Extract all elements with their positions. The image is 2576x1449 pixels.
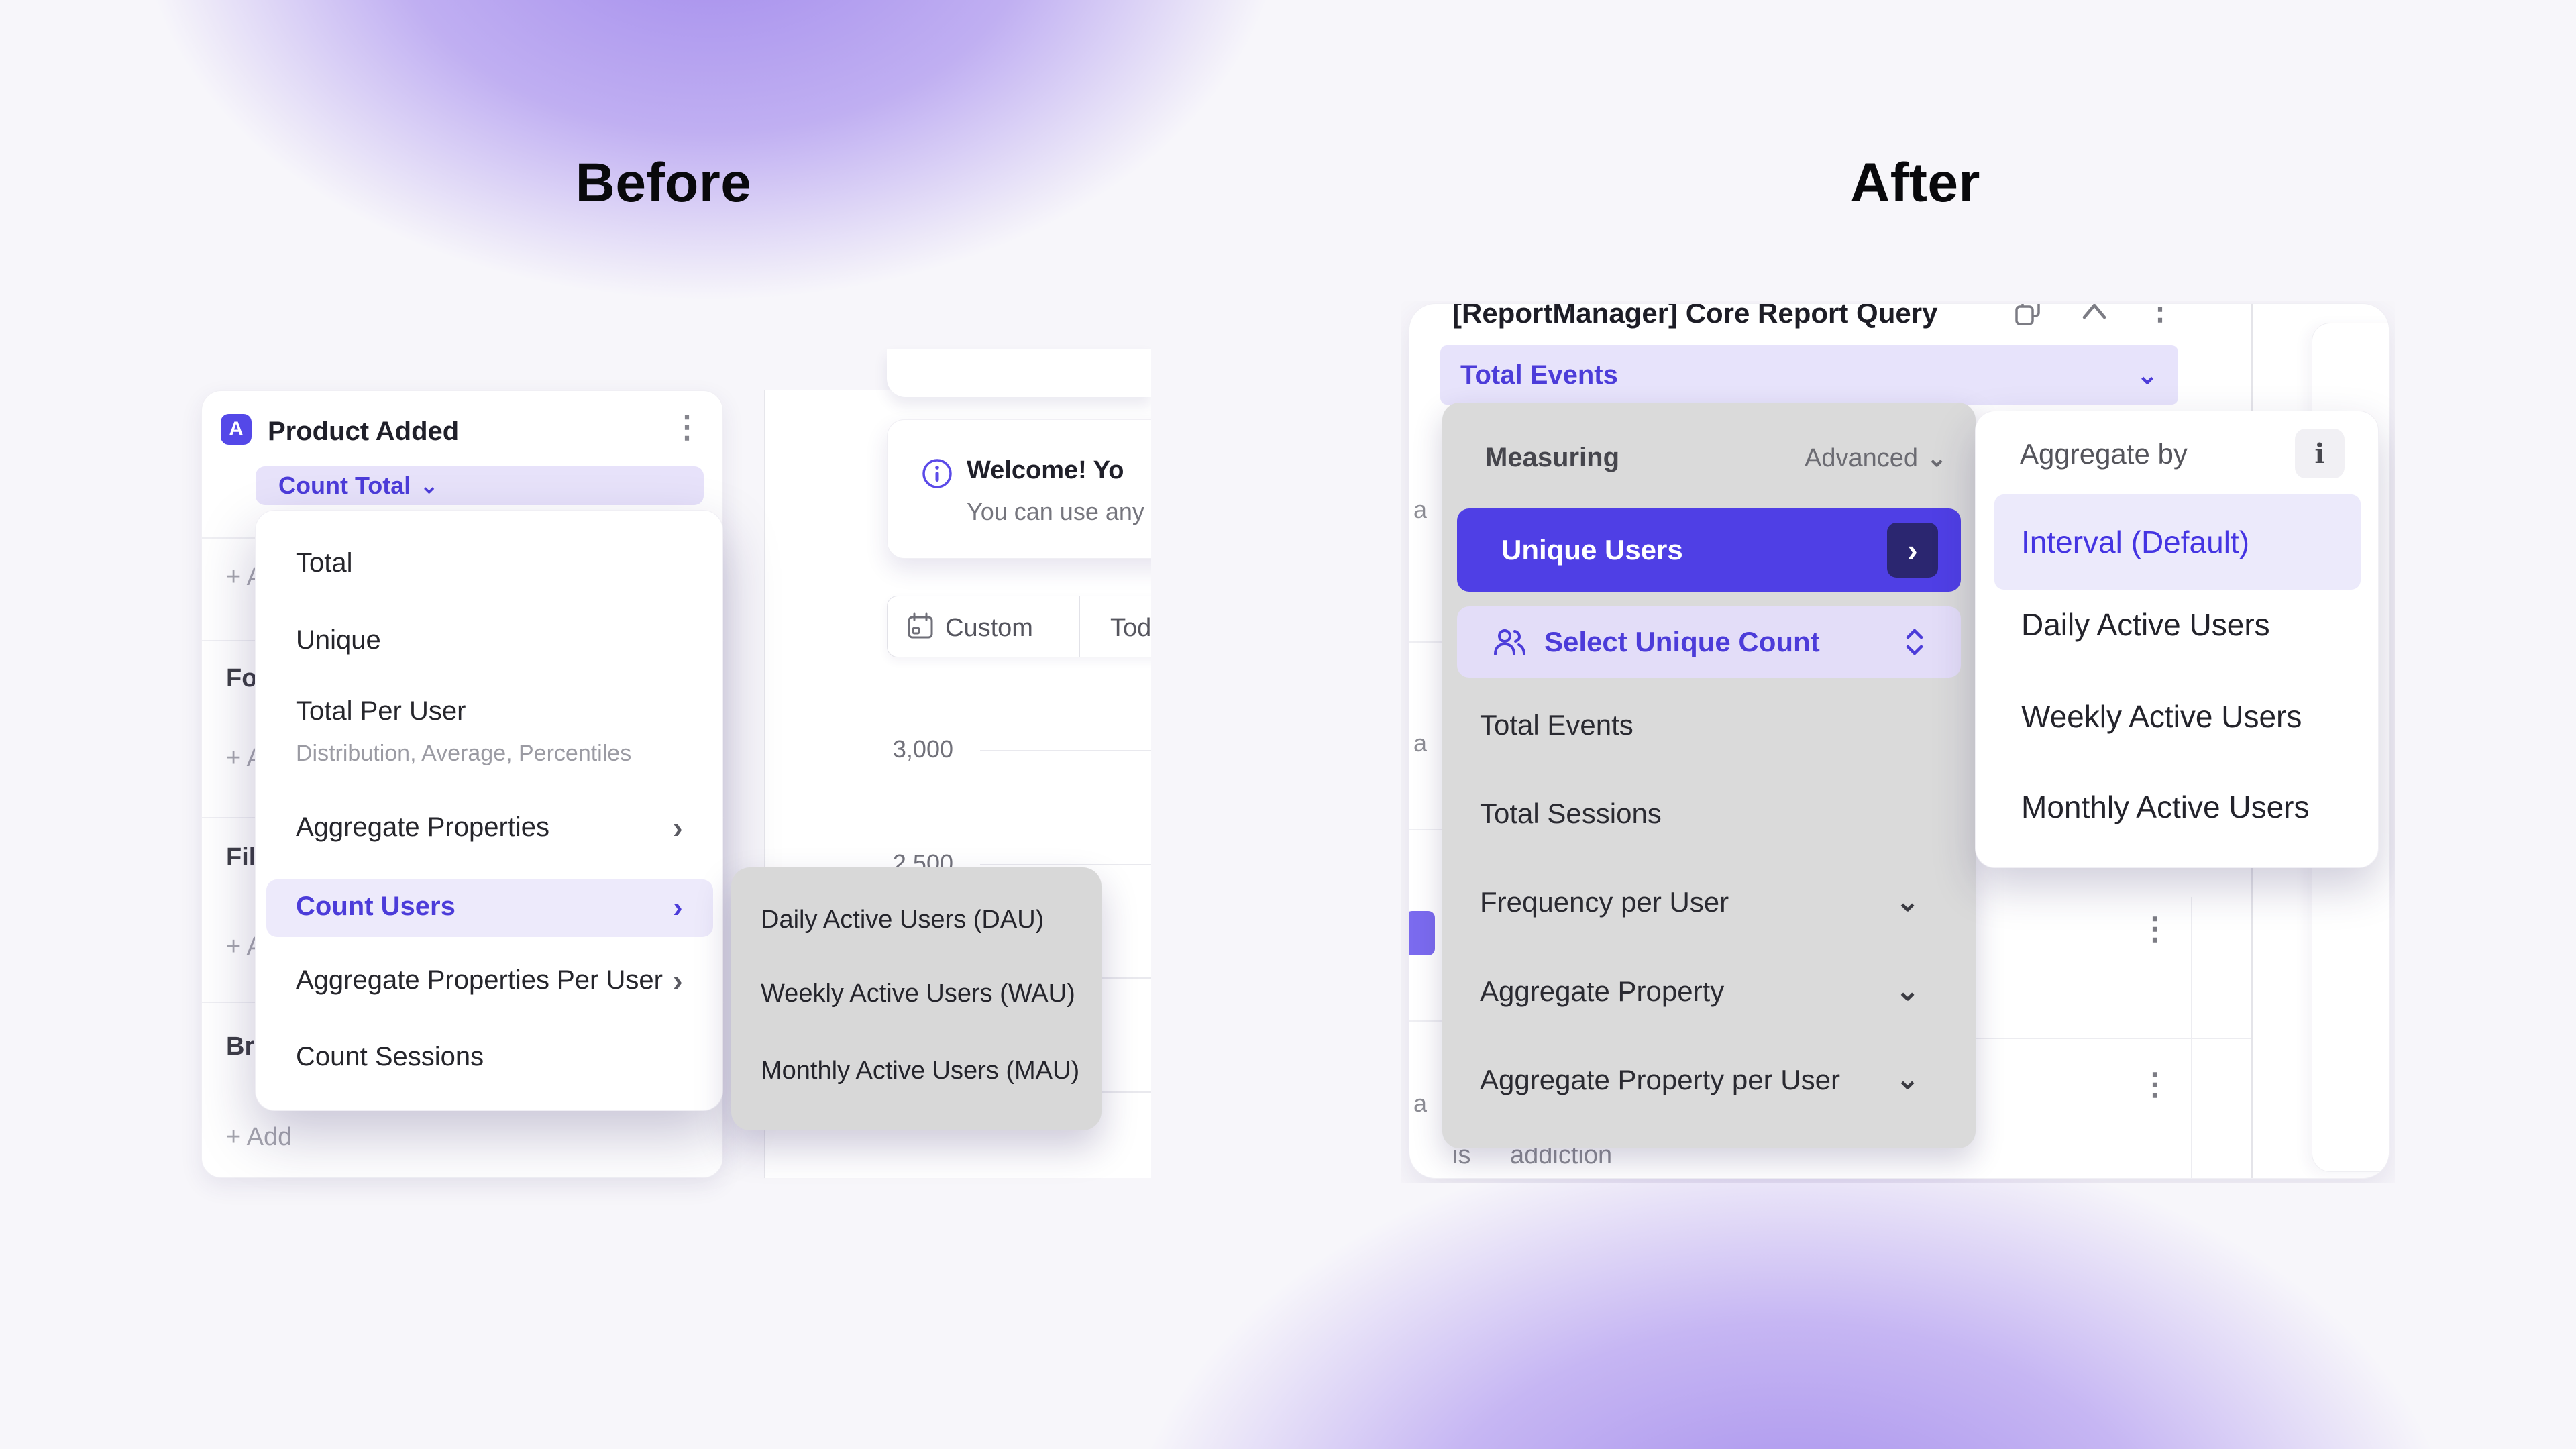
welcome-body: You can use any <box>967 498 1144 525</box>
occluded-text-fragment: a <box>1413 729 1428 757</box>
calendar-icon <box>908 612 933 639</box>
panel-item-aggregate-property[interactable]: Aggregate Property <box>1480 975 1725 1007</box>
unique-users-label: Unique Users <box>1501 534 1683 566</box>
after-composition: [ReportManager] Core Report Query ⋮ Tota… <box>1401 301 2395 1183</box>
measuring-label: Measuring <box>1485 443 1620 472</box>
occluded-purple-pill <box>1409 911 1435 955</box>
chevron-down-icon: ⌄ <box>1896 1063 1920 1095</box>
report-kebab-icon[interactable]: ⋮ <box>2145 303 2176 326</box>
event-kebab-icon[interactable]: ⋮ <box>672 409 702 444</box>
submenu-item-wau[interactable]: Weekly Active Users (WAU) <box>761 979 1075 1008</box>
panel-item-aggregate-property-per-user[interactable]: Aggregate Property per User <box>1480 1064 1840 1095</box>
divider <box>2191 897 2192 1178</box>
menu-item-total[interactable]: Total <box>296 548 353 578</box>
date-custom-button[interactable]: Custom <box>945 614 1033 642</box>
menu-item-count-sessions[interactable]: Count Sessions <box>296 1042 484 1071</box>
aggregate-by-title: Aggregate by <box>2020 438 2188 470</box>
unique-users-button[interactable]: Unique Users › <box>1457 508 1961 592</box>
option-weekly-active-users[interactable]: Weekly Active Users <box>2021 699 2302 734</box>
event-letter-badge: A <box>221 414 252 445</box>
divider <box>1409 1020 1448 1022</box>
row-kebab-icon[interactable]: ⋮ <box>2139 911 2170 946</box>
panel-item-total-sessions[interactable]: Total Sessions <box>1480 798 1662 829</box>
chart-gridline <box>980 864 1151 865</box>
add-breakdown-button[interactable]: + Add <box>226 1123 292 1151</box>
count-users-submenu: Daily Active Users (DAU) Weekly Active U… <box>731 867 1102 1130</box>
before-title: Before <box>575 152 752 213</box>
info-icon: i <box>2314 437 2325 470</box>
submenu-item-dau[interactable]: Daily Active Users (DAU) <box>761 906 1044 934</box>
select-unique-count[interactable]: Select Unique Count <box>1457 606 1961 678</box>
date-today-button[interactable]: Tod <box>1110 614 1151 642</box>
divider <box>1976 1038 2251 1039</box>
chevron-right-icon: › <box>673 891 683 924</box>
collapse-icon[interactable] <box>2079 303 2110 325</box>
menu-item-count-users[interactable]: Count Users <box>296 892 455 921</box>
welcome-title: Welcome! Yo <box>967 456 1124 484</box>
date-range-control: Custom Tod <box>887 596 1151 657</box>
option-interval-default[interactable]: Interval (Default) <box>1994 494 2361 590</box>
chevron-right-icon: › <box>673 965 683 998</box>
report-title: [ReportManager] Core Report Query <box>1452 303 1938 329</box>
info-button[interactable]: i <box>2295 429 2345 478</box>
after-title: After <box>1850 152 1980 213</box>
chevron-down-icon: ⌄ <box>1896 975 1920 1006</box>
copy-icon[interactable] <box>2013 303 2043 328</box>
panel-item-frequency-per-user[interactable]: Frequency per User <box>1480 886 1729 918</box>
measuring-panel: Measuring Advanced ⌄ Unique Users › Sele… <box>1442 402 1976 1148</box>
menu-item-aggregate-properties[interactable]: Aggregate Properties <box>296 812 550 842</box>
measurement-menu: Total Unique Total Per User Distribution… <box>255 510 723 1111</box>
option-daily-active-users[interactable]: Daily Active Users <box>2021 607 2270 642</box>
metric-chip[interactable]: Count Total ⌄ <box>256 466 704 505</box>
chevron-right-icon: › <box>1907 533 1918 568</box>
chevron-down-icon: ⌄ <box>1927 444 1947 472</box>
y-axis-tick: 3,000 <box>892 735 953 763</box>
submenu-item-mau[interactable]: Monthly Active Users (MAU) <box>761 1057 1080 1085</box>
chart-gridline <box>980 750 1151 751</box>
menu-item-sublabel: Distribution, Average, Percentiles <box>296 741 632 766</box>
row-kebab-icon[interactable]: ⋮ <box>2139 1067 2170 1102</box>
before-composition: A Product Added ⋮ Count Total ⌄ + A Forn… <box>0 0 1151 1449</box>
menu-item-aggregate-properties-per-user[interactable]: Aggregate Properties Per User <box>296 965 663 995</box>
info-icon <box>922 459 952 488</box>
event-title: Product Added <box>268 417 460 446</box>
advanced-dropdown[interactable]: Advanced <box>1805 444 1919 472</box>
chevron-right-icon: › <box>673 812 683 845</box>
select-unique-count-label: Select Unique Count <box>1544 626 1820 657</box>
metric-chip-label: Count Total <box>278 472 411 499</box>
welcome-callout-card: Welcome! Yo You can use any <box>887 419 1151 559</box>
menu-item-count-users-highlight[interactable] <box>266 879 713 937</box>
users-icon <box>1494 629 1525 655</box>
aggregate-by-popup: Aggregate by i Interval (Default) Daily … <box>1975 411 2379 868</box>
divider <box>1079 596 1080 657</box>
divider <box>1409 829 1448 830</box>
event-select-value: Total Events <box>1460 360 1618 390</box>
menu-item-unique[interactable]: Unique <box>296 625 381 655</box>
occluded-text-fragment: a <box>1413 1089 1428 1117</box>
occluded-text-fragment: a <box>1413 496 1428 523</box>
chevron-down-icon: ⌄ <box>1896 885 1920 917</box>
option-interval-label: Interval (Default) <box>2021 525 2250 559</box>
event-select[interactable]: Total Events ⌄ <box>1440 345 2178 405</box>
chevron-down-icon: ⌄ <box>2137 361 2158 390</box>
divider <box>1409 641 1448 643</box>
chevron-down-icon: ⌄ <box>420 474 439 498</box>
panel-item-total-events[interactable]: Total Events <box>1480 709 1633 741</box>
option-monthly-active-users[interactable]: Monthly Active Users <box>2021 790 2310 824</box>
submenu-chevron-box[interactable]: › <box>1887 523 1938 578</box>
menu-item-total-per-user[interactable]: Total Per User <box>296 696 466 726</box>
toolbar-card-fragment <box>887 349 1151 397</box>
sort-arrows-icon <box>1906 629 1923 655</box>
